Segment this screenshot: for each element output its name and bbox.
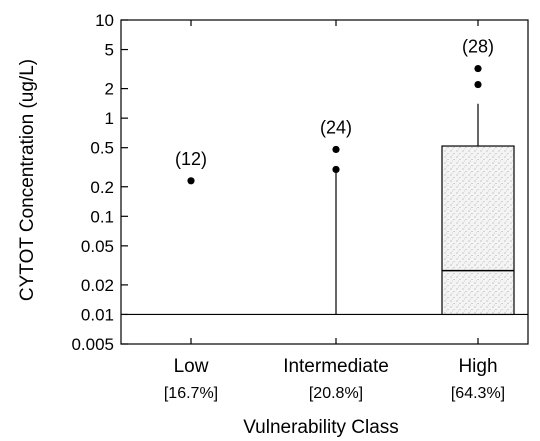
category-labels: Low [16.7%] Intermediate [20.8%] High [64.3%] — [164, 356, 505, 402]
outlier-point — [474, 64, 482, 73]
y-tick-label: 0.1 — [90, 207, 114, 226]
sample-size-label: (24) — [320, 117, 352, 137]
outlier-point — [187, 177, 195, 185]
x-axis-title: Vulnerability Class — [243, 417, 399, 438]
detection-frequency-label: [16.7%] — [164, 385, 218, 402]
box-low: (12) — [175, 149, 207, 185]
detection-frequency-label: [64.3%] — [451, 385, 505, 402]
outlier-point — [332, 145, 340, 154]
box-iqr — [441, 145, 515, 316]
sample-size-label: (12) — [175, 149, 207, 169]
x-category-label: High — [458, 356, 497, 377]
y-tick-label: 1 — [105, 109, 114, 128]
x-category-label: Low — [174, 356, 209, 377]
outlier-point — [332, 165, 340, 174]
sample-size-label: (28) — [462, 37, 494, 57]
boxes: (12) (24) (28) — [175, 37, 515, 316]
plot-frame — [120, 19, 529, 345]
outlier-point — [474, 80, 482, 89]
detection-frequency-label: [20.8%] — [309, 385, 363, 402]
y-tick-label: 0.2 — [90, 178, 114, 197]
y-tick-label: 2 — [105, 80, 114, 99]
box-high: (28) — [441, 37, 515, 316]
y-tick-label: 0.02 — [81, 276, 114, 295]
x-category-label: Intermediate — [283, 356, 389, 377]
box-intermediate: (24) — [320, 117, 352, 315]
y-tick-label: 0.5 — [90, 139, 114, 158]
y-tick-label: 5 — [105, 41, 114, 60]
y-axis-title: CYTOT Concentration (ug/L) — [17, 59, 38, 301]
y-tick-label: 10 — [95, 11, 114, 30]
y-axis-ticks: 0.005 0.01 0.02 0.05 0.1 0.2 0.5 1 2 5 10 — [71, 11, 479, 354]
y-tick-label: 0.01 — [81, 305, 114, 324]
y-tick-label: 0.05 — [81, 237, 114, 256]
y-tick-label: 0.005 — [71, 335, 114, 354]
